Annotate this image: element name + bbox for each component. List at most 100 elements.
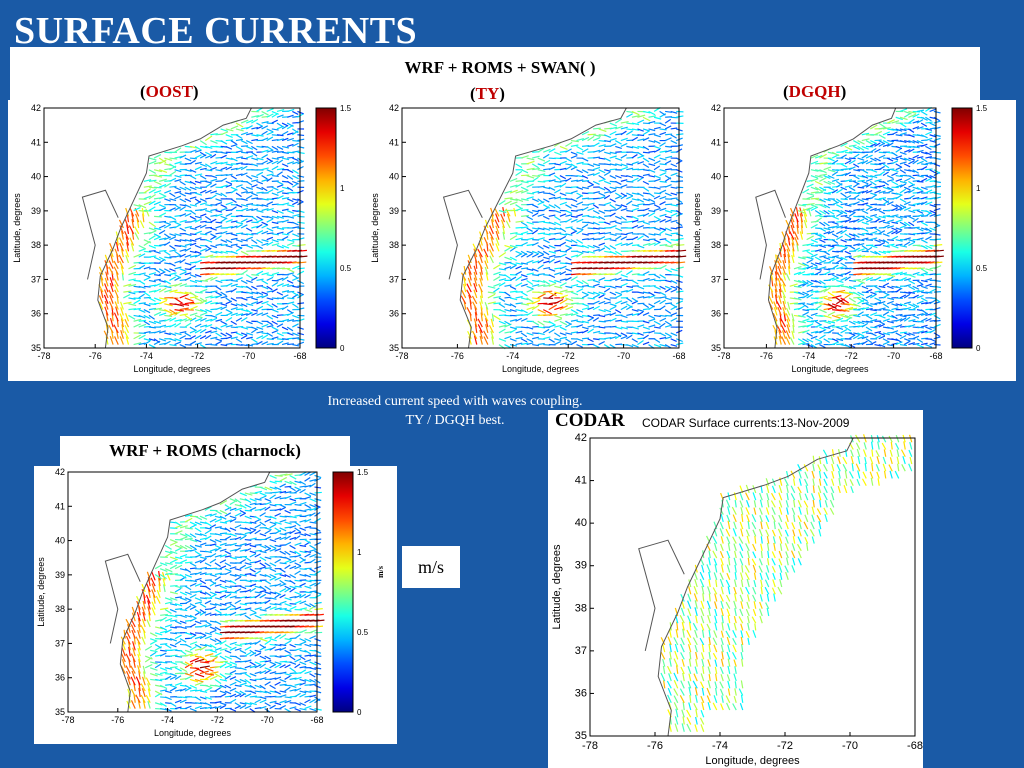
y-tick-label: 39 <box>31 206 41 216</box>
x-tick-label: -70 <box>842 740 858 752</box>
y-tick-label: 39 <box>389 206 399 216</box>
map-frame <box>67 471 318 713</box>
bay-outline <box>638 539 685 651</box>
y-tick-label: 42 <box>711 103 721 113</box>
y-tick-label: 42 <box>575 432 587 444</box>
colorbar-tick-label: 1.5 <box>976 104 988 113</box>
y-tick-label: 35 <box>711 343 721 353</box>
y-tick-label: 40 <box>31 172 41 182</box>
y-tick-label: 37 <box>31 274 41 284</box>
y-tick-label: 42 <box>31 103 41 113</box>
x-tick-label: -68 <box>310 715 323 725</box>
y-axis-label: Latitude, degrees <box>12 193 22 263</box>
y-tick-label: 35 <box>389 343 399 353</box>
bay-outline <box>442 189 483 280</box>
map-ty: -78 -76 -74 -72 -70 -68 42 41 40 39 38 37 36 35 Longit… <box>368 102 693 380</box>
y-tick-label: 39 <box>711 206 721 216</box>
colorbar-tick-label: 0 <box>340 344 345 353</box>
y-tick-label: 42 <box>389 103 399 113</box>
y-tick-label: 38 <box>575 602 587 614</box>
colorbar-tick-label: 0 <box>357 708 362 717</box>
map-oost: -78 -76 -74 -72 -70 -68 42 41 40 39 38 37 36 35 Longit… <box>10 102 380 380</box>
x-tick-label: -74 <box>712 740 728 752</box>
colorbar-tick-label: 1 <box>357 548 362 557</box>
y-tick-label: 37 <box>575 645 587 657</box>
x-tick-label: -76 <box>89 351 102 361</box>
y-tick-label: 36 <box>55 673 65 683</box>
current-vectors <box>98 107 308 349</box>
codar-map-title: CODAR Surface currents:13-Nov-2009 <box>642 416 850 430</box>
y-tick-label: 40 <box>575 517 587 529</box>
coastline <box>657 437 854 737</box>
x-tick-label: -70 <box>617 351 630 361</box>
x-tick-label: -74 <box>506 351 519 361</box>
colorbar-tick-label: 0.5 <box>340 264 352 273</box>
y-tick-label: 36 <box>31 309 41 319</box>
colorbar <box>332 471 354 713</box>
map-codar: -78 -76 -74 -72 -70 -68 42 41 40 39 38 37 36 35 Longit… <box>548 430 923 768</box>
y-tick-label: 41 <box>389 137 399 147</box>
x-axis-label: Longitude, degrees <box>791 364 869 374</box>
colorbar-tick-label: 1 <box>340 184 345 193</box>
charnock-label: WRF + ROMS (charnock) <box>60 436 350 466</box>
coastline <box>97 107 252 349</box>
x-tick-label: -78 <box>582 740 598 752</box>
colorbar-tick-label: 0 <box>976 344 981 353</box>
x-tick-label: -78 <box>717 351 730 361</box>
y-tick-label: 37 <box>711 274 721 284</box>
y-tick-label: 37 <box>55 638 65 648</box>
caption-line-2: TY / DGQH best. <box>405 413 505 428</box>
y-axis-label: Latitude, degrees <box>370 193 380 263</box>
x-tick-label: -70 <box>242 351 255 361</box>
x-axis-label: Longitude, degrees <box>502 364 580 374</box>
x-tick-label: -74 <box>140 351 153 361</box>
x-tick-label: -72 <box>845 351 858 361</box>
codar-label: CODAR <box>555 410 625 431</box>
x-axis-label: Longitude, degrees <box>705 755 800 767</box>
current-vectors <box>768 106 944 349</box>
colorbar-units: m/s <box>376 566 385 578</box>
x-tick-label: -72 <box>562 351 575 361</box>
colorbar-tick-label: 1.5 <box>357 468 369 477</box>
x-tick-label: -76 <box>451 351 464 361</box>
x-tick-label: -68 <box>929 351 942 361</box>
colorbar-tick-label: 1 <box>976 184 981 193</box>
x-tick-label: -74 <box>161 715 174 725</box>
y-tick-label: 36 <box>711 309 721 319</box>
map-frame <box>401 107 680 349</box>
coastline <box>119 471 271 713</box>
panel-label-oost: (OOST) <box>140 82 199 101</box>
x-tick-label: -68 <box>293 351 306 361</box>
x-tick-label: -68 <box>672 351 685 361</box>
x-tick-label: -72 <box>777 740 793 752</box>
x-tick-label: -74 <box>802 351 815 361</box>
y-tick-label: 35 <box>575 730 587 742</box>
colorbar <box>315 107 337 349</box>
x-tick-label: -78 <box>37 351 50 361</box>
y-tick-label: 41 <box>31 137 41 147</box>
y-tick-label: 41 <box>55 501 65 511</box>
x-tick-label: -78 <box>61 715 74 725</box>
current-vectors <box>120 471 325 713</box>
x-tick-label: -70 <box>887 351 900 361</box>
x-tick-label: -76 <box>760 351 773 361</box>
x-tick-label: -78 <box>395 351 408 361</box>
coupled-header: WRF + ROMS + SWAN( ) <box>404 58 596 77</box>
y-tick-label: 41 <box>711 137 721 147</box>
x-tick-label: -68 <box>907 740 923 752</box>
page-title: SURFACE CURRENTS <box>14 10 418 52</box>
y-tick-label: 39 <box>575 560 587 572</box>
bay-outline <box>755 189 786 280</box>
y-tick-label: 42 <box>55 467 65 477</box>
y-tick-label: 39 <box>55 570 65 580</box>
bay-outline <box>81 189 119 280</box>
bay-outline <box>104 553 141 644</box>
y-tick-label: 35 <box>31 343 41 353</box>
units-box: m/s <box>402 546 460 588</box>
y-tick-label: 40 <box>389 172 399 182</box>
y-tick-label: 40 <box>55 536 65 546</box>
panel-label-dgqh: (DGQH) <box>783 82 847 101</box>
panel-label-ty: (TY) <box>470 84 505 103</box>
y-tick-label: 38 <box>389 240 399 250</box>
colorbar <box>951 107 973 349</box>
